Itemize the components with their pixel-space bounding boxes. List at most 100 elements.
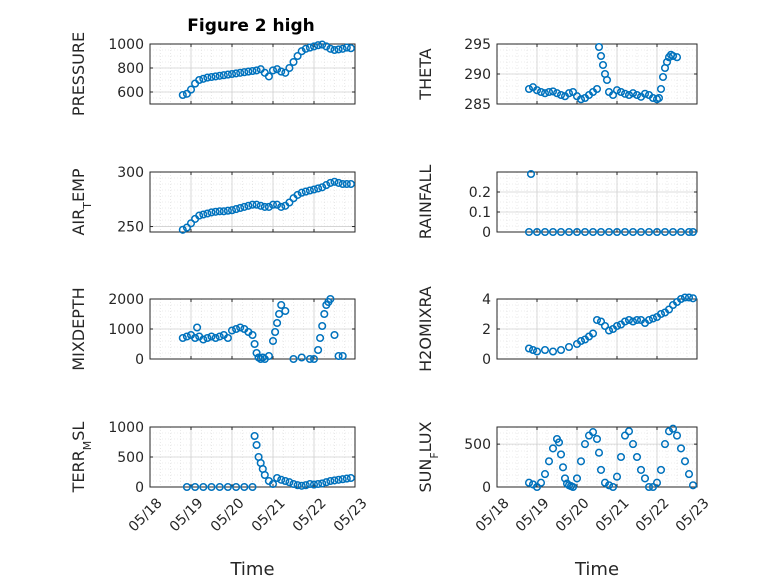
x-tick-label: 05/23 <box>673 495 713 535</box>
data-point <box>592 84 602 94</box>
axes-box <box>496 426 698 488</box>
data-point <box>199 74 208 83</box>
data-point <box>318 183 327 192</box>
x-tick-label: 05/23 <box>331 495 371 535</box>
data-point <box>186 219 196 228</box>
data-point <box>309 354 319 364</box>
data-point <box>676 227 686 237</box>
data-point <box>309 42 319 51</box>
data-point <box>672 53 682 62</box>
data-point <box>608 90 618 100</box>
data-point <box>199 210 208 219</box>
y-tick-label: 250 <box>117 220 144 236</box>
y-tick-label: 0 <box>482 225 491 241</box>
data-point <box>604 326 614 335</box>
data-point <box>652 227 662 237</box>
x-tick-label: 05/20 <box>208 495 248 535</box>
data-point <box>178 90 187 100</box>
data-point <box>281 68 290 77</box>
data-point <box>632 315 642 325</box>
y-axis-label: SUNFLUX <box>416 421 441 492</box>
data-point <box>215 71 224 80</box>
data-point <box>232 324 241 334</box>
data-point <box>215 207 224 216</box>
data-point <box>318 321 327 331</box>
data-point <box>564 227 574 237</box>
data-point <box>182 223 191 232</box>
y-tick-label: 500 <box>464 437 491 453</box>
data-point <box>203 73 212 82</box>
data-point <box>602 75 612 85</box>
data-point <box>632 452 642 462</box>
x-tick-label: 05/19 <box>167 495 207 535</box>
data-point <box>532 227 542 237</box>
data-point <box>660 227 670 237</box>
data-point <box>285 63 294 73</box>
data-point <box>528 345 538 355</box>
subplot-7: 0 500 1000 05/18 05/19 05/20 05/21 05/22 05/23 TE… <box>69 420 371 580</box>
data-point <box>240 202 249 211</box>
data-point <box>268 479 278 489</box>
data-point <box>532 86 542 95</box>
data-point <box>316 333 325 343</box>
data-point <box>232 482 241 492</box>
data-point <box>338 475 347 484</box>
y-tick-label: 0 <box>482 352 491 368</box>
data-point <box>688 294 698 303</box>
y-axis-label: PRESSURE <box>69 32 88 116</box>
data-point <box>648 482 658 492</box>
subplot-2: 285 290 295 THETA <box>416 37 698 113</box>
subplot-5: 0 1000 2000 MIXDEPTH <box>69 287 356 371</box>
data-point <box>268 66 278 75</box>
data-point <box>548 347 558 356</box>
data-point <box>684 293 694 302</box>
data-point <box>688 481 698 490</box>
data-point <box>297 481 306 490</box>
data-point <box>680 457 690 466</box>
data-point <box>285 478 294 487</box>
data-point <box>596 227 606 237</box>
data-point <box>572 227 582 237</box>
data-point <box>277 202 286 211</box>
data-point <box>680 293 690 302</box>
y-tick-label: 2 <box>482 322 491 338</box>
x-tick-label: 05/19 <box>513 495 553 535</box>
axes-box <box>149 43 356 105</box>
data-point <box>260 202 269 211</box>
data-point <box>568 87 578 97</box>
data-point <box>612 472 622 481</box>
data-point <box>556 450 566 459</box>
data-point <box>211 207 220 216</box>
data-point <box>293 481 302 490</box>
data-point <box>644 227 654 237</box>
data-point <box>195 75 204 85</box>
data-point <box>326 178 335 187</box>
data-point <box>215 482 224 492</box>
data-point <box>604 481 614 490</box>
data-point <box>207 72 216 82</box>
data-point <box>248 66 257 76</box>
data-point <box>219 71 228 80</box>
data-point <box>285 198 294 207</box>
data-point <box>536 87 546 97</box>
data-point <box>297 353 306 362</box>
data-point <box>264 202 273 211</box>
data-point <box>289 354 298 364</box>
data-point <box>684 227 694 237</box>
data-point <box>178 225 187 234</box>
data-point <box>592 315 602 325</box>
data-point <box>326 476 335 486</box>
series-points <box>524 424 698 492</box>
data-point <box>576 95 586 104</box>
data-point <box>326 294 335 304</box>
data-point <box>334 475 343 484</box>
data-point <box>211 333 220 343</box>
data-point <box>186 85 196 94</box>
data-point <box>684 470 694 479</box>
y-tick-label: 600 <box>117 85 144 101</box>
data-point <box>540 470 550 479</box>
data-point <box>556 345 566 355</box>
data-point <box>556 90 566 100</box>
data-point <box>564 342 574 352</box>
data-point <box>548 444 558 453</box>
